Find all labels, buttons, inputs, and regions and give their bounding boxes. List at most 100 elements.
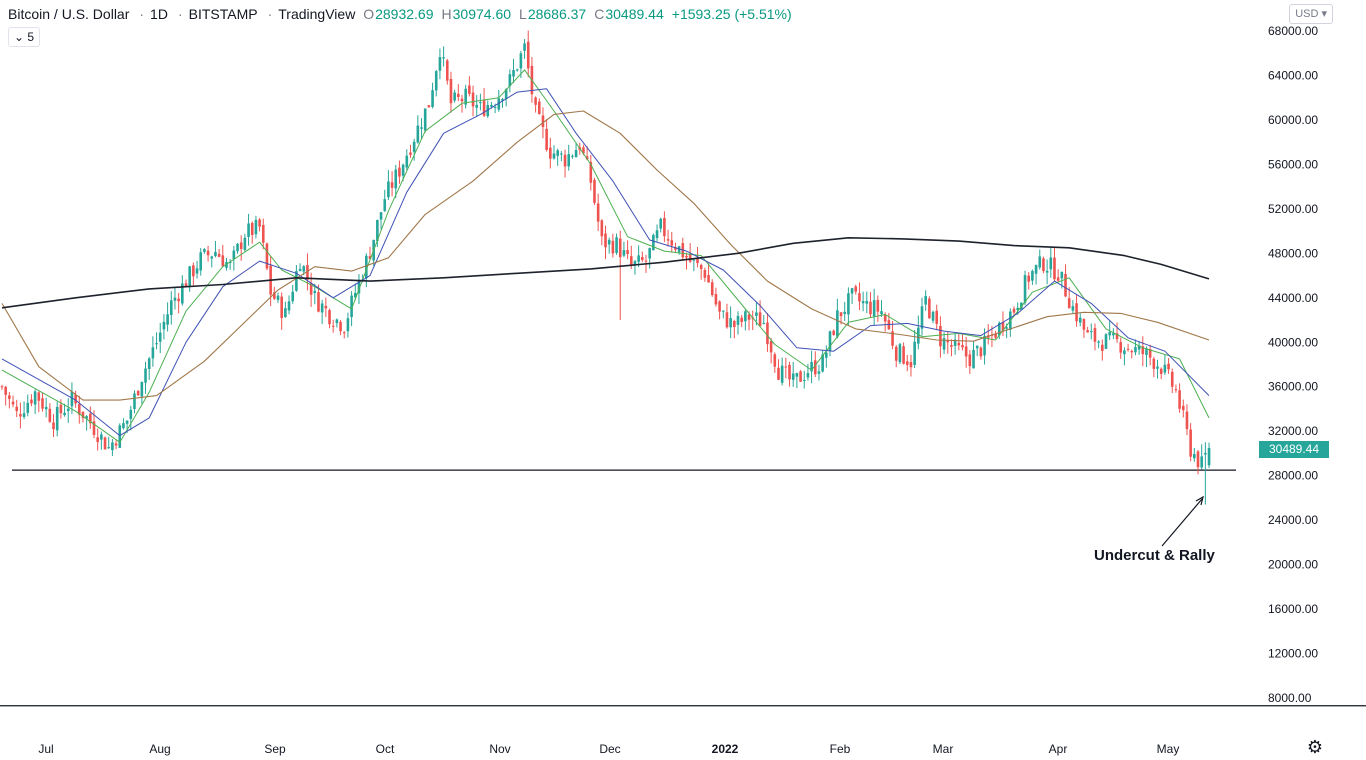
candle-body [810,361,813,372]
interval-label[interactable]: 1D [150,6,168,22]
candle-body [1053,257,1056,280]
x-tick-label: Feb [830,742,851,756]
candle-body [843,311,847,315]
candle-body [618,238,622,258]
candle-body [1148,349,1152,358]
candle-body [666,239,670,241]
candle-body [368,256,372,260]
candle-body [15,406,19,412]
candle-body [77,404,81,415]
candle-body [365,255,368,279]
candle-body [1101,344,1104,351]
candle-body [199,252,203,271]
indicators-toggle-button[interactable]: ⌄ 5 [8,27,41,47]
candle-body [479,102,482,104]
candle-body [1163,364,1167,373]
candle-body [74,394,77,404]
candle-body [1123,350,1126,355]
candle-body [821,354,824,372]
candle-body [596,203,600,222]
candle-body [876,299,880,312]
high-label: H [441,6,452,22]
candle-body [1189,429,1192,457]
candle-body [471,92,475,107]
y-tick-label: 32000.00 [1268,424,1318,438]
candle-body [994,334,997,338]
candle-body [133,393,136,410]
candle-body [850,288,854,294]
candle-body [169,300,173,316]
candle-body [96,437,99,443]
candle-body [1034,265,1038,274]
candle-body [979,347,983,357]
candle-body [379,212,383,220]
candle-body [585,156,589,160]
candle-body [1134,347,1137,353]
candle-body [118,425,122,448]
candle-body [780,365,784,383]
exchange-label: BITSTAMP [188,6,258,22]
open-label: O [363,6,375,22]
candle-body [1204,452,1207,455]
candle-body [306,265,309,280]
candle-body [644,260,648,262]
candle-body [696,258,699,264]
candle-body [523,43,526,51]
candle-body [692,259,696,261]
candle-body [854,286,858,292]
candle-body [1137,345,1141,350]
symbol-name[interactable]: Bitcoin / U.S. Dollar [8,6,130,22]
candle-body [342,332,346,334]
candle-body [214,251,217,257]
candle-body [1097,341,1100,343]
candle-body [258,219,261,227]
candle-body [534,97,537,105]
candle-body [508,74,512,87]
candle-body [468,85,471,94]
low-label: L [519,6,527,22]
candle-body [497,98,501,110]
candle-body [1071,306,1075,311]
candle-body [431,90,434,107]
candle-body [744,311,747,322]
candle-body [166,314,169,325]
candle-body [434,71,438,91]
candle-body [291,291,295,302]
candle-body [1049,257,1053,270]
candle-body [192,265,195,277]
candle-body [1119,342,1123,353]
source-label: TradingView [278,6,356,22]
candle-body [902,346,905,364]
candle-body [920,306,924,329]
candle-body [832,330,835,335]
candle-body [416,125,420,143]
candle-body [1005,327,1008,329]
candle-body [206,250,210,256]
candle-body [475,104,479,108]
candle-body [236,243,239,252]
candle-body [1112,333,1115,336]
candle-body [409,152,412,155]
x-tick-label: Oct [376,742,395,756]
candle-body [1086,330,1089,333]
candle-body [136,390,140,396]
y-tick-label: 36000.00 [1268,380,1318,394]
candle-body [1200,456,1203,468]
candle-body [125,420,129,424]
candle-body [1016,307,1019,311]
currency-select[interactable]: USD ▾ [1289,4,1333,24]
candle-body [464,88,467,105]
candle-body [390,182,394,188]
y-tick-label: 20000.00 [1268,558,1318,572]
candle-body [1104,334,1108,349]
candle-body [736,315,740,325]
candle-body [147,358,151,370]
candle-body [961,344,964,348]
candle-body [81,411,85,419]
candle-body [346,318,350,332]
candle-body [1207,447,1211,466]
candle-body [107,447,111,449]
candle-body [1115,333,1119,340]
gear-icon[interactable]: ⚙ [1306,737,1323,757]
